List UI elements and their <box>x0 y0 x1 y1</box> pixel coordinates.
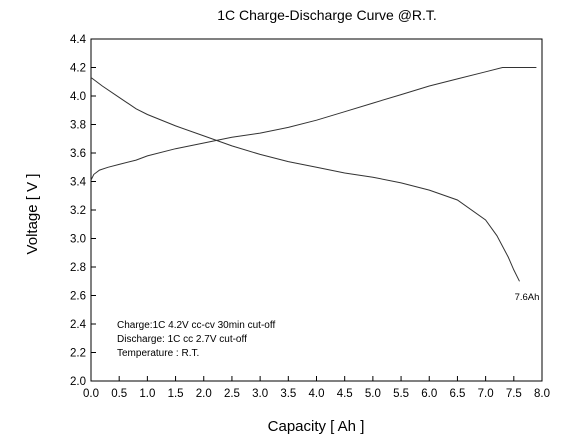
x-tick-label: 2.5 <box>224 388 240 400</box>
x-tick-label: 0.0 <box>83 388 99 400</box>
x-tick-label: 3.0 <box>252 388 268 400</box>
series-layer <box>90 67 537 282</box>
x-tick-label: 1.5 <box>168 388 184 400</box>
y-tick-label: 3.2 <box>70 205 86 217</box>
y-tick-label: 3.8 <box>70 120 86 132</box>
x-tick-label: 4.5 <box>337 388 353 400</box>
y-tick-label: 2.4 <box>70 319 87 331</box>
x-tick-label: 4.0 <box>309 388 325 400</box>
series-line-charge <box>90 67 537 181</box>
y-tick-label: 4.0 <box>70 91 86 103</box>
y-tick-label: 2.0 <box>70 376 86 388</box>
y-axis-ticks: 2.0 2.2 2.4 2.6 2.8 3.0 3.2 3.4 3.6 3.8 4.0 4.2 4.4 <box>70 34 96 388</box>
x-tick-label: 6.0 <box>421 388 437 400</box>
x-tick-label: 5.0 <box>365 388 381 400</box>
x-axis-ticks: 0.0 0.5 1.0 1.5 2.0 2.5 3.0 3.5 4.0 4.5 5.0 5.5 6.0 6… <box>83 376 550 400</box>
annotation-discharge: Discharge: 1C cc 2.7V cut-off <box>117 334 247 345</box>
x-tick-label: 7.0 <box>478 388 494 400</box>
x-tick-label: 0.5 <box>111 388 127 400</box>
y-tick-label: 4.2 <box>70 63 86 75</box>
x-tick-label: 3.5 <box>280 388 296 400</box>
x-tick-label: 7.5 <box>506 388 522 400</box>
x-tick-label: 5.5 <box>393 388 409 400</box>
y-axis-label: Voltage [ V ] <box>24 174 41 255</box>
series-line-discharge <box>90 77 520 282</box>
y-tick-label: 4.4 <box>70 34 87 46</box>
end-capacity-label: 7.6Ah <box>515 292 540 303</box>
y-tick-label: 2.8 <box>70 262 86 274</box>
y-tick-label: 2.6 <box>70 291 86 303</box>
x-tick-label: 8.0 <box>534 388 550 400</box>
y-tick-label: 3.0 <box>70 234 86 246</box>
x-tick-label: 1.0 <box>139 388 155 400</box>
annotation-temperature: Temperature : R.T. <box>117 348 199 359</box>
x-axis-label: Capacity [ Ah ] <box>268 418 365 435</box>
chart-title: 1C Charge-Discharge Curve @R.T. <box>217 7 437 23</box>
annotation-charge: Charge:1C 4.2V cc-cv 30min cut-off <box>117 320 275 331</box>
x-tick-label: 6.5 <box>449 388 465 400</box>
x-tick-label: 2.0 <box>196 388 212 400</box>
y-tick-label: 2.2 <box>70 348 86 360</box>
y-tick-label: 3.6 <box>70 148 86 160</box>
y-tick-label: 3.4 <box>70 177 87 189</box>
